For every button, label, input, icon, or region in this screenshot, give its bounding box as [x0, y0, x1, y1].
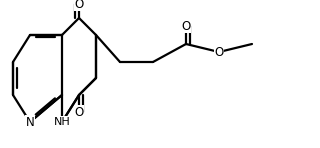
Text: O: O	[181, 20, 191, 33]
Text: NH: NH	[54, 117, 70, 127]
Text: O: O	[214, 45, 224, 58]
Text: O: O	[74, 106, 84, 119]
Text: N: N	[26, 115, 34, 128]
Text: O: O	[74, 0, 84, 11]
